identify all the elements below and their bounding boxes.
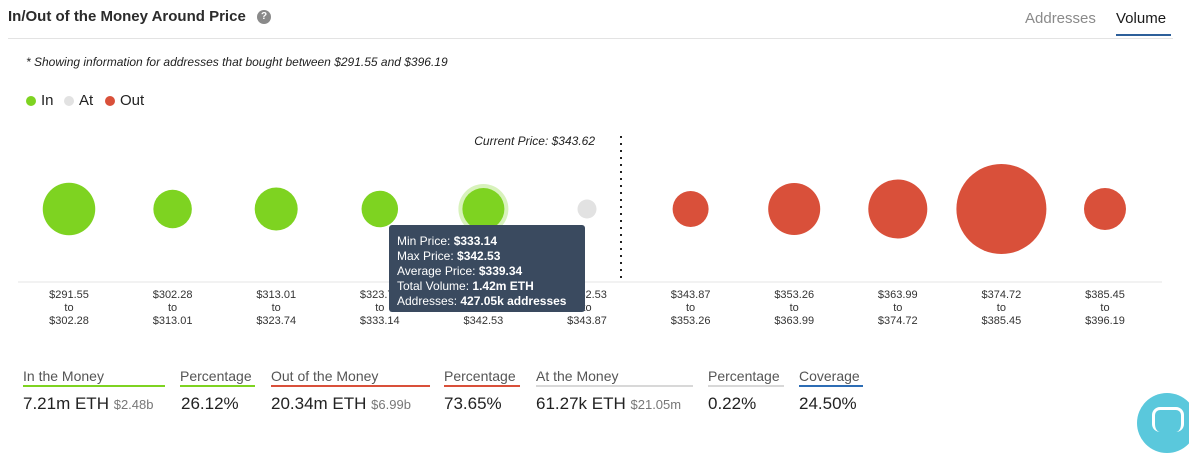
tick-label-from: $374.72 [982,289,1022,301]
header-divider [8,38,1173,39]
legend-item-out[interactable]: Out [105,92,144,109]
stat-at-value: 61.27k ETH $21.05m [536,394,682,413]
tooltip: Min Price: $333.14 Max Price: $342.53 Av… [389,225,585,312]
tab-volume[interactable]: Volume [1116,10,1167,27]
stat-at-label: At the Money [536,368,619,384]
stat-coverage-value: 24.50% [799,394,857,413]
tick-label-sep: to [582,302,591,314]
tick-label-sep: to [64,302,73,314]
tick-label-from: $291.55 [49,289,89,301]
bubble-out-9[interactable] [956,164,1047,254]
tick-label-to: $374.72 [878,315,918,327]
tick-label-sep: to [168,302,177,314]
tick-label-sep: to [375,302,384,314]
bubble-in-0[interactable] [42,182,96,236]
stat-in-underline [23,385,165,387]
tooltip-row-volume: Total Volume: 1.42m ETH [397,279,534,293]
tick-label-to: $302.28 [49,315,89,327]
stat-coverage-label: Coverage [799,368,860,384]
tick-label-from: $302.28 [153,289,193,301]
stat-in-pct-label: Percentage [180,368,252,384]
stat-out-pct-label: Percentage [444,368,516,384]
tooltip-row-addresses: Addresses: 427.05k addresses [397,294,567,308]
active-tab-indicator [1116,34,1171,36]
bubble-in-4[interactable] [462,188,505,230]
tick-label-sep: to [790,302,799,314]
stat-out-underline [271,385,430,387]
bubble-in-2[interactable] [254,187,298,231]
tick-label-from: $313.01 [256,289,296,301]
tick-label-sep: to [272,302,281,314]
legend-dot-out [105,95,115,106]
bubble-in-1[interactable] [153,189,192,229]
stat-at-pct-underline [708,385,784,387]
tick-label-sep: to [997,302,1006,314]
tick-label-to: $333.14 [360,315,400,327]
stat-in-value: 7.21m ETH $2.48b [23,394,154,413]
tick-label-sep: to [1100,302,1109,314]
bubble-chart: $291.55to$302.28$302.28to$313.01$313.01t… [18,134,1162,327]
tick-label-sep: to [893,302,902,314]
stat-out-pct-value: 73.65% [444,394,502,413]
legend-item-in[interactable]: In [26,92,54,109]
tooltip-row-min: Min Price: $333.14 [397,234,498,248]
bubble-in-3[interactable] [361,190,399,228]
tick-label-to: $313.01 [153,315,193,327]
legend-label-in: In [41,92,54,109]
range-note: * Showing information for addresses that… [26,55,448,69]
tooltip-row-avg: Average Price: $339.34 [397,264,523,278]
stat-at-pct-value: 0.22% [708,394,757,413]
tick-label-to: $343.87 [567,315,607,327]
bubble-out-6[interactable] [672,191,709,227]
stat-in-pct-underline [180,385,255,387]
tick-label-sep: to [686,302,695,314]
stat-at-underline [536,385,693,387]
tick-label-to: $342.53 [464,315,504,327]
tick-label-to: $385.45 [982,315,1022,327]
legend-label-at: At [79,92,94,109]
help-icon[interactable]: ? [257,10,271,24]
stat-coverage-underline [799,385,863,387]
legend-item-at[interactable]: At [64,92,93,109]
bubble-out-8[interactable] [868,179,928,239]
stat-in-pct-value: 26.12% [181,394,239,413]
tick-label-to: $353.26 [671,315,711,327]
tab-addresses[interactable]: Addresses [1025,10,1096,27]
bubble-out-10[interactable] [1084,188,1126,230]
stat-in-label: In the Money [23,368,104,384]
legend-dot-at [64,95,74,106]
chat-icon [1152,407,1184,432]
stat-out-pct-underline [444,385,520,387]
legend-label-out: Out [120,92,145,109]
tick-label-to: $323.74 [256,315,296,327]
bubble-out-7[interactable] [768,183,821,235]
current-price-label: Current Price: $343.62 [474,134,595,148]
tooltip-row-max: Max Price: $342.53 [397,249,501,263]
bubble-at-5[interactable] [577,199,597,219]
page-title: In/Out of the Money Around Price [8,8,246,25]
tick-label-from: $363.99 [878,289,918,301]
legend-dot-in [26,95,36,106]
stat-out-label: Out of the Money [271,368,379,384]
tick-label-from: $385.45 [1085,289,1125,301]
tick-label-from: $353.26 [774,289,814,301]
stat-out-value: 20.34m ETH $6.99b [271,394,411,413]
tick-label-to: $363.99 [774,315,814,327]
tick-label-to: $396.19 [1085,315,1125,327]
stat-at-pct-label: Percentage [708,368,780,384]
tick-label-from: $343.87 [671,289,711,301]
